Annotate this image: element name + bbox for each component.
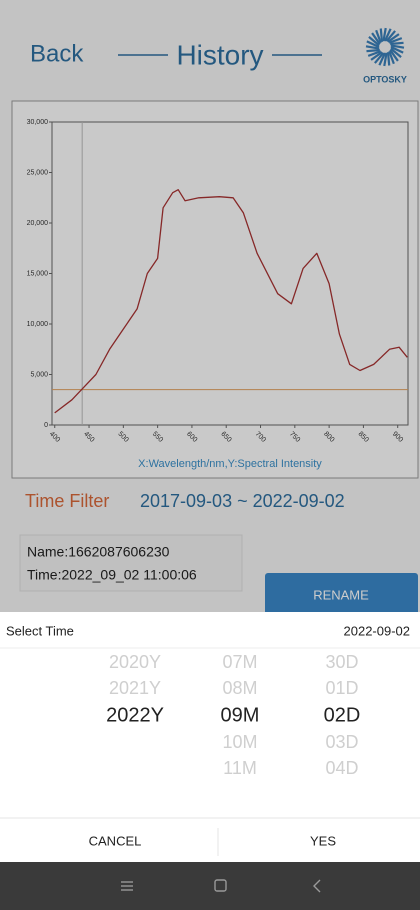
picker-item[interactable]: 08M [222,678,257,698]
rename-button[interactable] [265,573,418,618]
logo-ray [367,50,382,57]
y-tick-label: 5,000 [30,371,48,378]
nav-bar [0,862,420,910]
picker-item[interactable]: 30D [325,652,358,672]
logo-ray [371,32,381,45]
rename-label: RENAME [313,587,369,602]
chart-panel [11,100,419,479]
y-tick-label: 15,000 [27,270,49,277]
logo-ray [387,33,400,43]
logo-ray [382,27,387,42]
page-title: History [176,39,263,70]
logo-ray [366,48,380,53]
logo-ray [390,41,404,46]
filter-range[interactable]: 2017-09-03 ~ 2022-09-02 [140,491,345,511]
logo-ray [386,52,391,66]
logo-icon [365,27,405,67]
picker-item[interactable]: 10M [222,732,257,752]
logo-ray [388,50,395,65]
logo-ray [370,51,383,61]
time-picker-sheet [0,612,420,862]
cancel-button[interactable]: CANCEL [89,833,142,848]
picker-item[interactable]: 2021Y [109,678,161,698]
picker-item[interactable]: 09M [221,704,260,726]
logo-ray [383,52,388,67]
logo-ray [379,28,384,42]
y-tick-label: 25,000 [27,169,49,176]
record-card[interactable] [19,534,243,592]
picker-item[interactable]: 11M [223,758,257,778]
record-name: Name:1662087606230 [27,544,170,560]
logo-ray [389,49,399,62]
logo-ray [385,30,396,42]
picker-item[interactable]: 07M [222,652,257,672]
y-tick-label: 30,000 [27,119,49,126]
nav-icons [121,879,321,893]
picker-item[interactable]: 04D [325,758,358,778]
filter-label: Time Filter [25,491,109,511]
picker-item[interactable]: 01D [325,678,358,698]
y-tick-label: 0 [44,422,48,429]
picker-item[interactable]: 2022Y [106,704,164,726]
logo-ray [366,40,380,48]
logo-ray [378,52,386,66]
logo-ray [374,52,385,64]
x-axis-label: X:Wavelength/nm,Y:Spectral Intensity [138,458,322,470]
back-button[interactable]: Back [30,40,84,67]
dim-overlay[interactable] [0,0,420,612]
y-tick-label: 10,000 [27,321,49,328]
logo-ray [368,36,380,47]
picker-item[interactable]: 03D [325,732,358,752]
y-tick-label: 20,000 [27,220,49,227]
record-time: Time:2022_09_02 11:00:06 [27,567,197,583]
logo-ray [390,46,404,54]
ok-button[interactable]: YES [310,833,336,848]
logo-ray [390,47,402,58]
picker-item[interactable]: 02D [324,704,361,726]
logo-ray [375,29,382,44]
logo-ray [390,44,405,49]
logo-ray [384,28,392,42]
spectrum-line [54,189,408,414]
logo-ray [388,37,403,44]
logo-text: OPTOSKY [363,74,407,84]
picker-value: 2022-09-02 [344,623,411,638]
logo-ray [365,45,380,50]
picker-item[interactable]: 2020Y [109,652,161,672]
picker-wheels: 2020Y 2021Y 2022Y 07M 08M 09M 10M 11M 30D 01D 02D 0… [106,652,360,778]
picker-title: Select Time [6,623,74,638]
